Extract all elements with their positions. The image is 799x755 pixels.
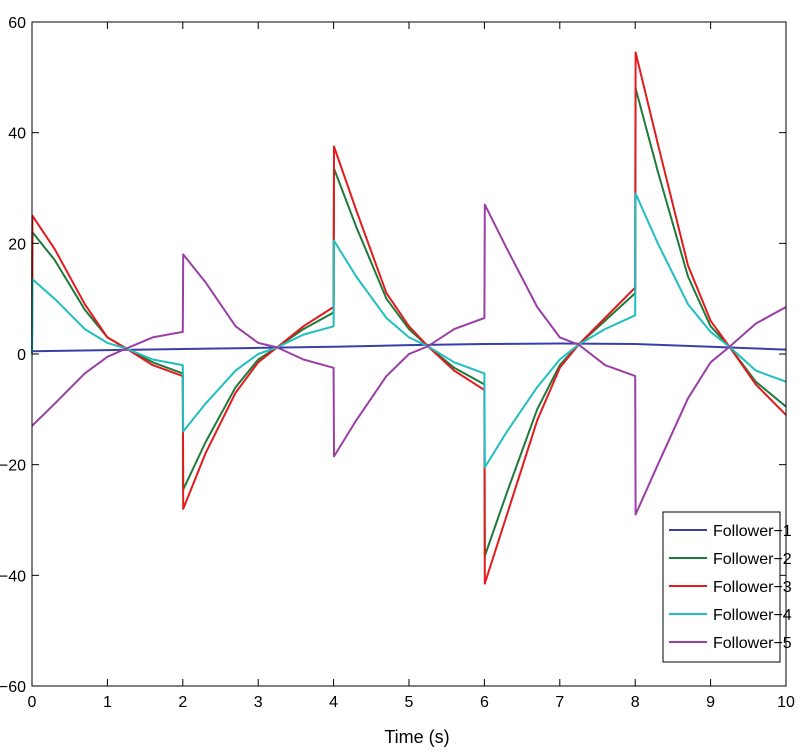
legend-label: Follower−1 bbox=[713, 523, 792, 540]
y-tick-label: 40 bbox=[8, 126, 26, 143]
x-tick-label: 6 bbox=[480, 694, 489, 711]
series-line-follower-4 bbox=[31, 192, 787, 469]
y-tick-label: 20 bbox=[8, 236, 26, 253]
x-tick-label: 4 bbox=[329, 694, 338, 711]
x-tick-label: 5 bbox=[405, 694, 414, 711]
y-tick-label: 0 bbox=[17, 347, 26, 364]
legend-label: Follower−3 bbox=[713, 579, 792, 596]
legend-label: Follower−4 bbox=[713, 607, 792, 624]
x-tick-label: 8 bbox=[631, 694, 640, 711]
x-tick-label: 1 bbox=[103, 694, 112, 711]
legend-label: Follower−2 bbox=[713, 551, 792, 568]
series-line-follower-3 bbox=[31, 51, 787, 585]
legend: Follower−1 Follower−2 Follower−3 Follower−4… bbox=[662, 511, 792, 663]
y-tick-label: 60 bbox=[8, 15, 26, 32]
series-line-follower-1 bbox=[31, 342, 787, 353]
x-tick-label: 9 bbox=[706, 694, 715, 711]
x-tick-label: 3 bbox=[254, 694, 263, 711]
x-tick-label: 10 bbox=[777, 694, 795, 711]
y-tick-label: −60 bbox=[0, 679, 26, 696]
series-layer bbox=[31, 51, 787, 585]
y-tick-label: −20 bbox=[0, 458, 26, 475]
x-tick-label: 0 bbox=[28, 694, 37, 711]
series-line-follower-2 bbox=[31, 87, 787, 557]
x-tick-label: 2 bbox=[178, 694, 187, 711]
legend-label: Follower−5 bbox=[713, 635, 792, 652]
series-line-follower-5 bbox=[31, 203, 787, 516]
x-tick-label: 7 bbox=[555, 694, 564, 711]
ticks-layer: 0 1 2 3 4 5 6 7 8 9 10 −60 −40 −20 0 20 40 60 bbox=[0, 15, 795, 711]
x-axis-label: Time (s) bbox=[384, 727, 449, 747]
y-tick-label: −40 bbox=[0, 568, 26, 585]
